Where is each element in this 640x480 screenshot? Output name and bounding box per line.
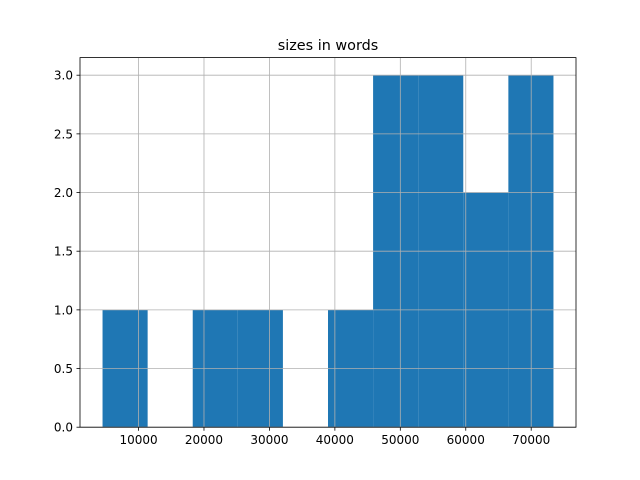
y-tick-label: 2.5: [54, 127, 73, 141]
x-tick-label: 10000: [119, 433, 157, 447]
y-tick-label: 0.0: [54, 421, 73, 435]
x-tick-label: 50000: [381, 433, 419, 447]
y-tick-label: 1.0: [54, 303, 73, 317]
y-tick-label: 0.5: [54, 362, 73, 376]
y-tick-label: 2.0: [54, 186, 73, 200]
y-tick-label: 3.0: [54, 69, 73, 83]
plot-frame: [79, 57, 577, 428]
x-tick-label: 40000: [316, 433, 354, 447]
y-tick-label: 1.5: [54, 245, 73, 259]
x-tick-label: 30000: [250, 433, 288, 447]
chart-title: sizes in words: [278, 38, 379, 54]
x-tick-label: 70000: [512, 433, 550, 447]
x-tick-label: 60000: [447, 433, 485, 447]
x-tick-label: 20000: [185, 433, 223, 447]
